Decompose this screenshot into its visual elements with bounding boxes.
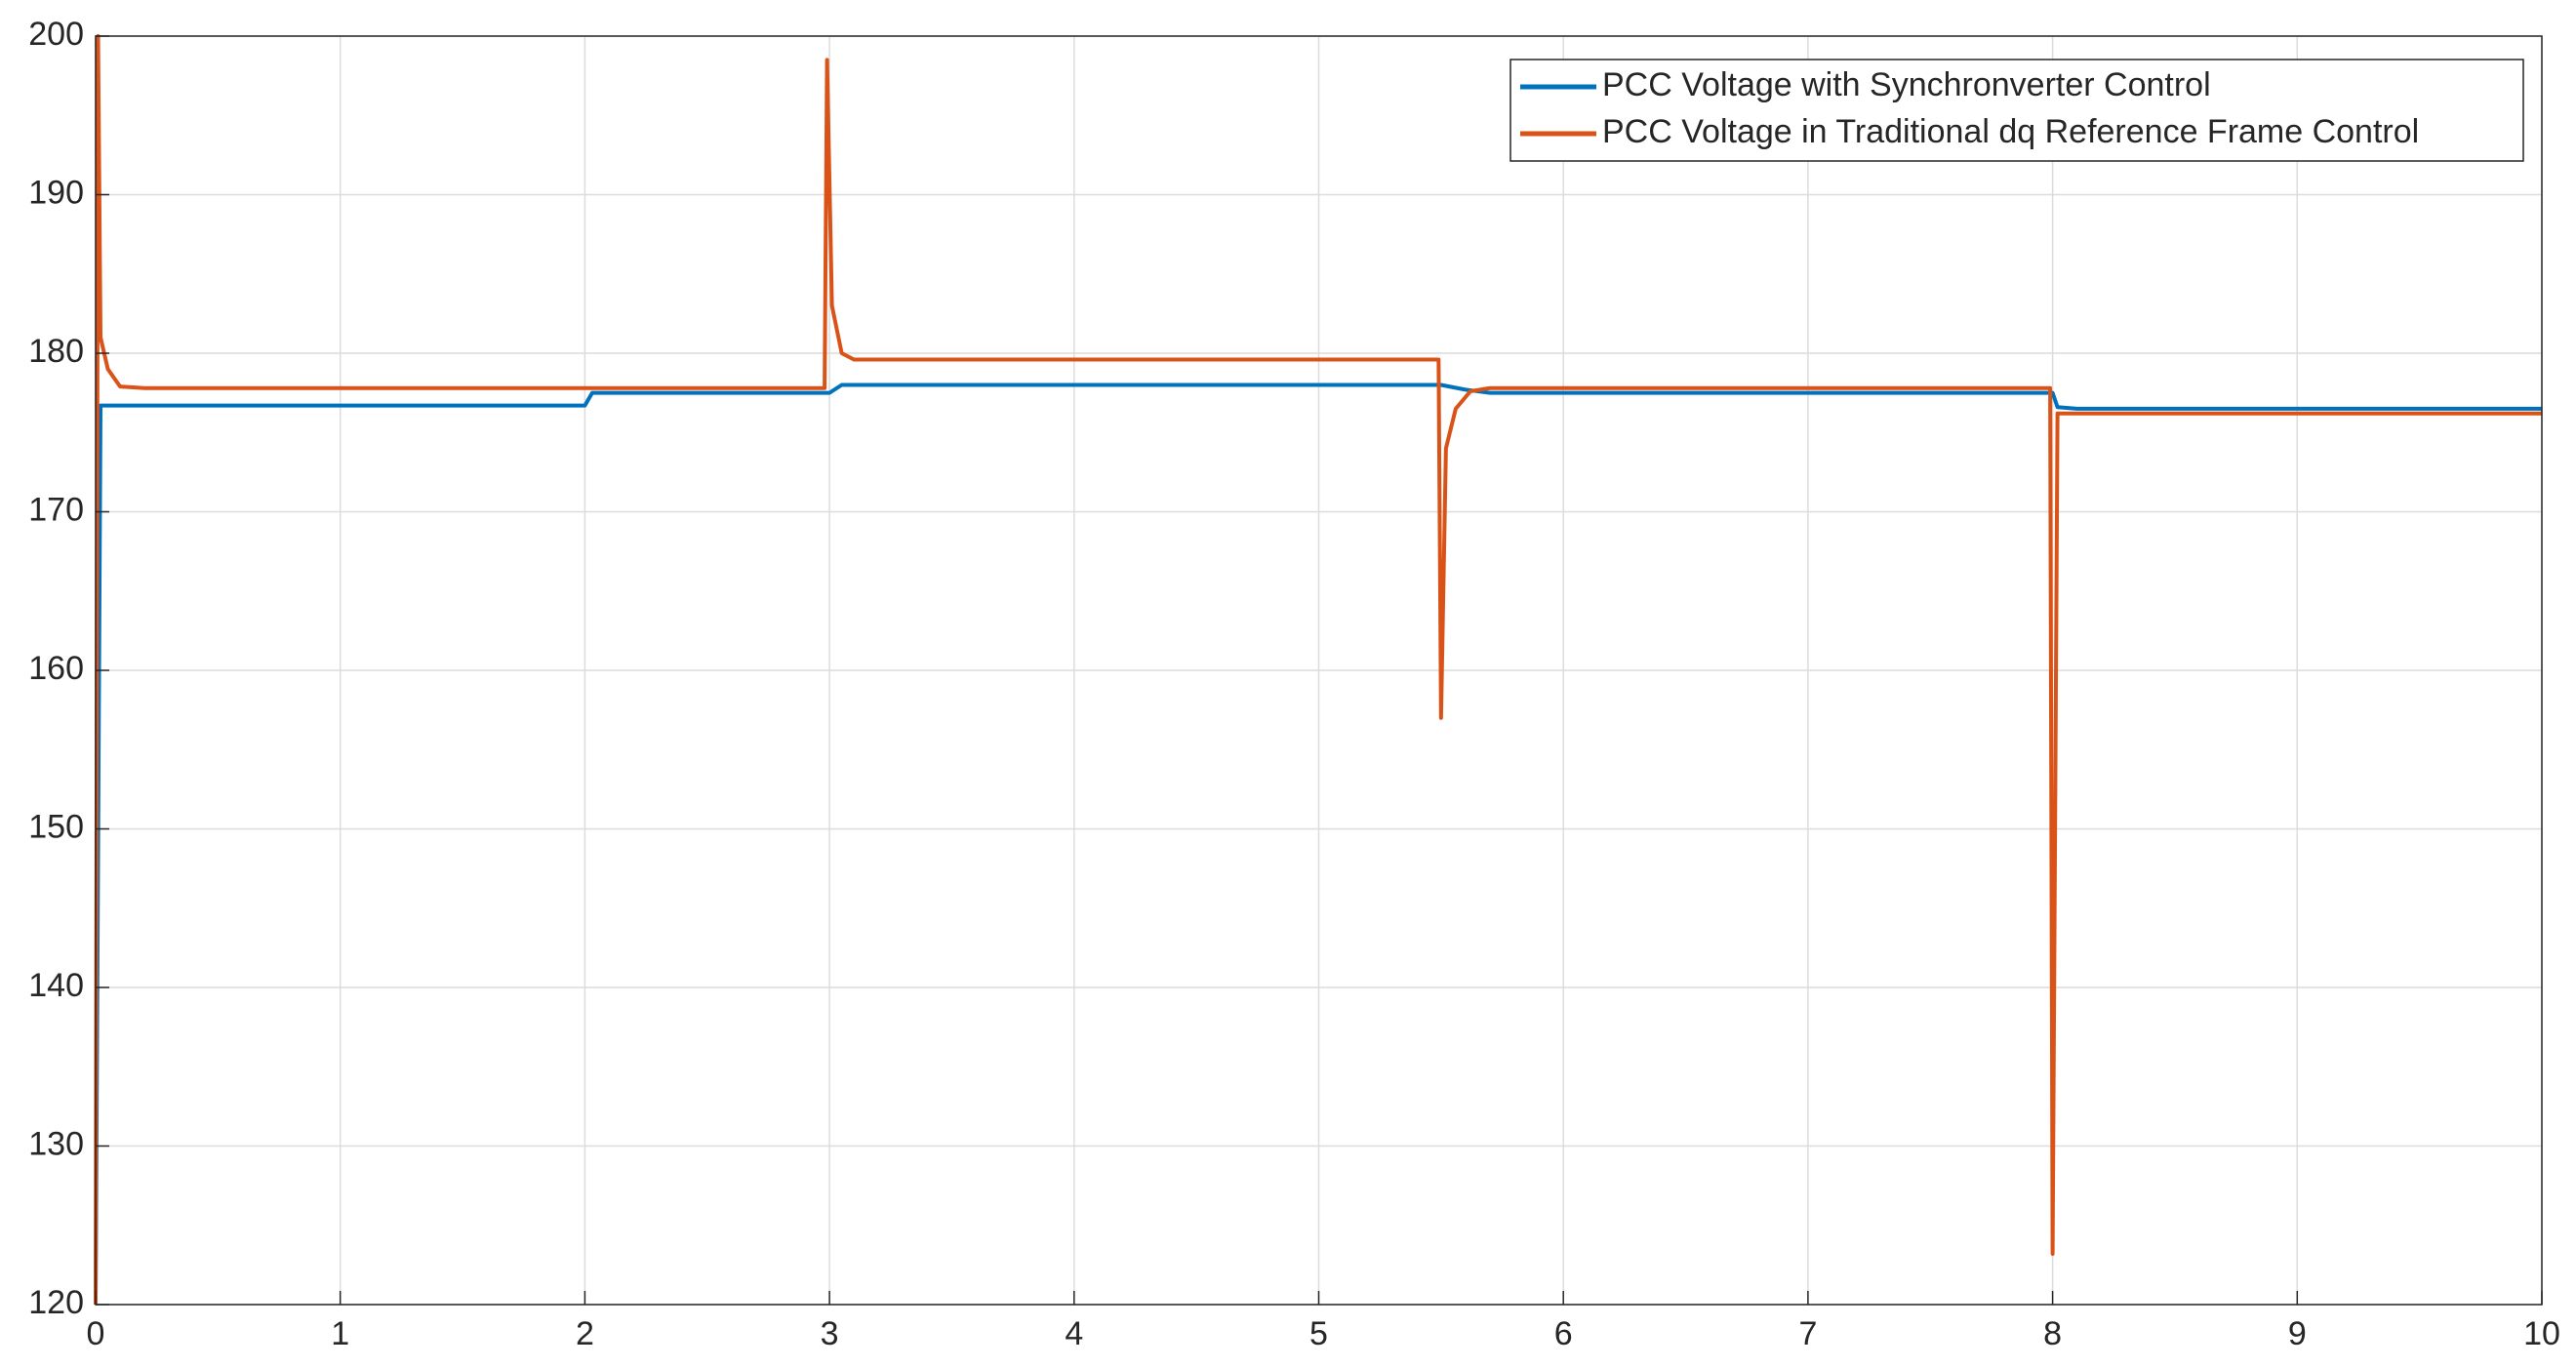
lines — [94, 34, 2542, 1306]
series-line — [94, 382, 2542, 1306]
y-tick-label: 130 — [28, 1125, 84, 1162]
x-tick-label: 9 — [2288, 1315, 2307, 1352]
x-tick-label: 3 — [821, 1315, 839, 1352]
y-tick-label: 170 — [28, 491, 84, 528]
y-tick-label: 150 — [28, 808, 84, 845]
legend-box — [1509, 59, 2524, 162]
y-tick-label: 160 — [28, 650, 84, 687]
y-tick-label: 120 — [28, 1284, 84, 1321]
x-tick-label: 0 — [87, 1315, 105, 1352]
x-tick-label: 4 — [1065, 1315, 1083, 1352]
x-tick-label: 10 — [2523, 1315, 2560, 1352]
x-tick-label: 1 — [331, 1315, 349, 1352]
x-tick-label: 5 — [1309, 1315, 1328, 1352]
series-line — [94, 34, 2542, 1306]
y-tick-label: 180 — [28, 333, 84, 370]
x-tick-label: 7 — [1798, 1315, 1817, 1352]
x-tick-label: 2 — [576, 1315, 594, 1352]
y-tick-label: 140 — [28, 967, 84, 1004]
legend-label: PCC Voltage with Synchronverter Control — [1602, 66, 2211, 103]
y-tick-label: 200 — [28, 16, 84, 53]
x-tick-label: 6 — [1554, 1315, 1573, 1352]
x-tick-label: 8 — [2043, 1315, 2062, 1352]
legend: PCC Voltage with Synchronverter Control P… — [1509, 59, 2524, 162]
legend-label: PCC Voltage in Traditional dq Reference … — [1602, 113, 2419, 150]
y-tick-label: 190 — [28, 174, 84, 211]
